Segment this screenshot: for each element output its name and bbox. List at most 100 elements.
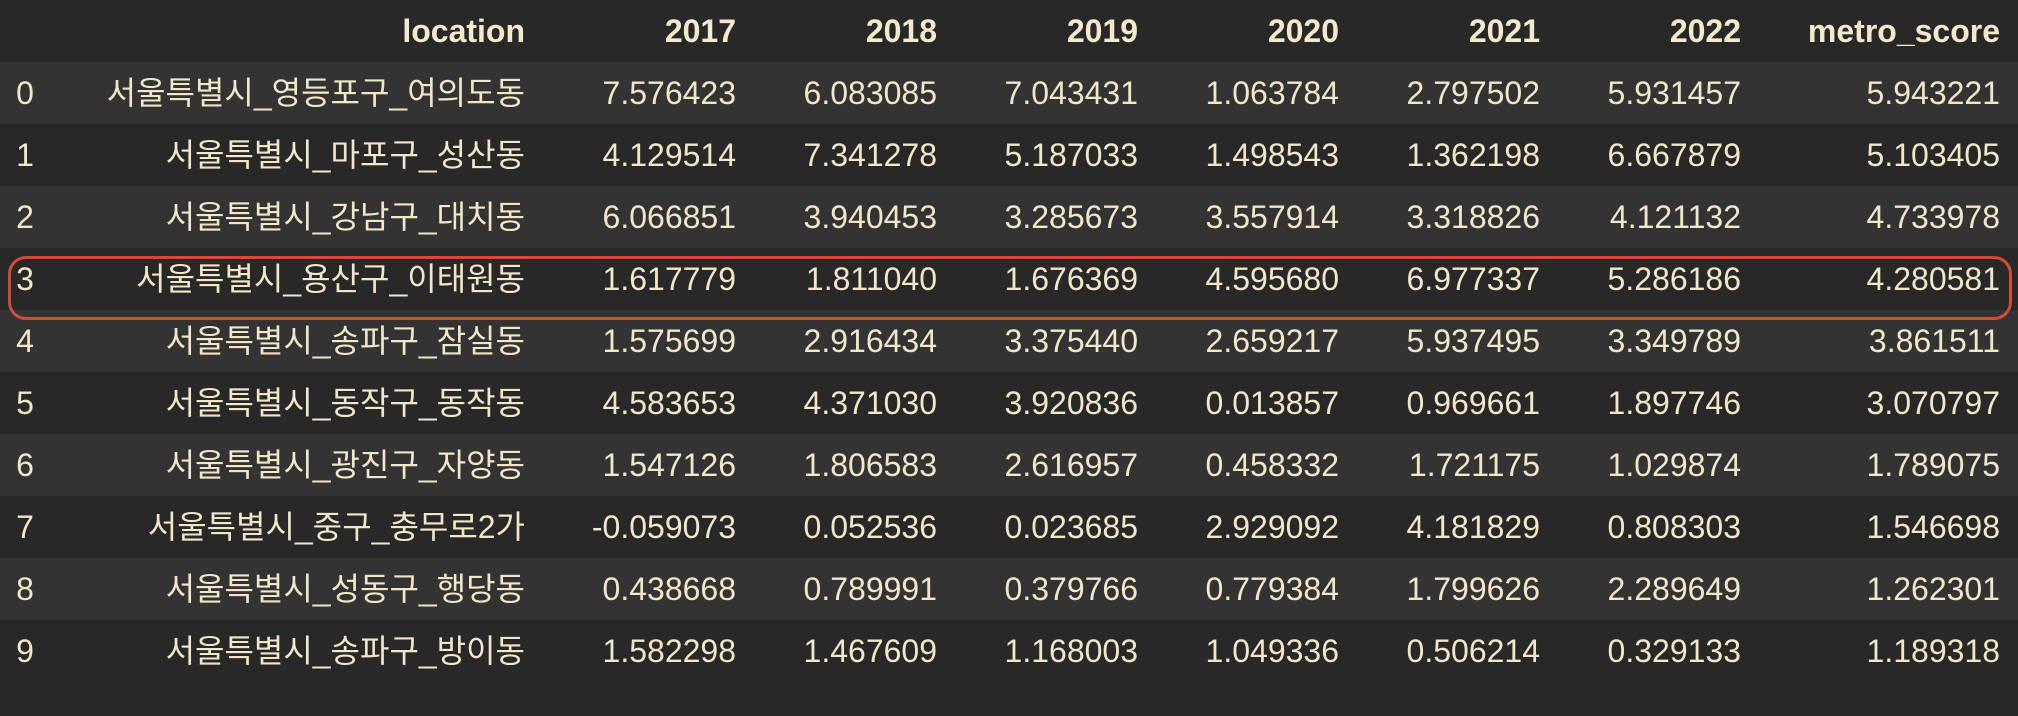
cell-2018: 0.052536 xyxy=(803,509,937,545)
cell-2017: -0.059073 xyxy=(591,509,736,545)
cell-2022: 6.667879 xyxy=(1607,137,1741,173)
cell-2020: 2.929092 xyxy=(1205,509,1339,545)
cell-2022: 0.808303 xyxy=(1607,509,1741,545)
cell-2021: 6.977337 xyxy=(1406,261,1540,297)
cell-2020: 0.013857 xyxy=(1205,385,1339,421)
cell-metro-score: 3.861511 xyxy=(1868,323,2000,359)
cell-metro-score: 1.789075 xyxy=(1866,447,2000,483)
cell-metro-score: 5.943221 xyxy=(1866,75,2000,111)
header-2017: 2017 xyxy=(664,13,736,49)
cell-2020: 1.063784 xyxy=(1205,75,1339,111)
cell-2019: 2.616957 xyxy=(1004,447,1138,483)
table-row-highlighted: 3 서울특별시_용산구_이태원동 1.617779 1.811040 1.676… xyxy=(0,248,2018,310)
cell-metro-score: 1.189318 xyxy=(1866,633,2000,669)
cell-2019: 5.187033 xyxy=(1004,137,1138,173)
cell-2021: 5.937495 xyxy=(1406,323,1540,359)
cell-metro-score: 1.546698 xyxy=(1866,509,2000,545)
cell-2017: 1.582298 xyxy=(602,633,736,669)
cell-metro-score: 5.103405 xyxy=(1866,137,2000,173)
cell-2022: 2.289649 xyxy=(1607,571,1741,607)
row-index: 1 xyxy=(16,137,34,173)
cell-2017: 4.583653 xyxy=(602,385,736,421)
header-2021: 2021 xyxy=(1468,13,1540,49)
cell-2021: 0.969661 xyxy=(1406,385,1540,421)
row-index: 5 xyxy=(16,385,34,421)
cell-location: 서울특별시_강남구_대치동 xyxy=(165,199,525,235)
dataframe-table: location 2017 2018 2019 2020 2021 2022 m… xyxy=(0,0,2018,682)
cell-2017: 1.617779 xyxy=(602,261,736,297)
cell-2017: 1.547126 xyxy=(602,447,736,483)
header-metro-score: metro_score xyxy=(1807,13,2000,49)
cell-2022: 0.329133 xyxy=(1607,633,1741,669)
cell-2020: 3.557914 xyxy=(1205,199,1339,235)
table-row: 6 서울특별시_광진구_자양동 1.547126 1.806583 2.6169… xyxy=(0,434,2018,496)
row-index: 6 xyxy=(16,447,34,483)
cell-2018: 1.806583 xyxy=(803,447,937,483)
cell-metro-score: 4.280581 xyxy=(1866,261,2000,297)
table-row: 0 서울특별시_영등포구_여의도동 7.576423 6.083085 7.04… xyxy=(0,62,2018,124)
table-header: location 2017 2018 2019 2020 2021 2022 m… xyxy=(0,0,2018,62)
cell-location: 서울특별시_성동구_행당동 xyxy=(165,571,525,607)
cell-2020: 0.458332 xyxy=(1205,447,1339,483)
cell-2018: 0.789991 xyxy=(803,571,937,607)
cell-2020: 1.498543 xyxy=(1205,137,1339,173)
cell-location: 서울특별시_영등포구_여의도동 xyxy=(106,75,525,111)
cell-2022: 4.121132 xyxy=(1609,199,1741,235)
table-row: 8 서울특별시_성동구_행당동 0.438668 0.789991 0.3797… xyxy=(0,558,2018,620)
cell-2020: 4.595680 xyxy=(1205,261,1339,297)
cell-2019: 7.043431 xyxy=(1004,75,1138,111)
cell-2021: 3.318826 xyxy=(1406,199,1540,235)
cell-metro-score: 1.262301 xyxy=(1866,571,2000,607)
cell-2018: 1.811040 xyxy=(805,261,937,297)
header-location: location xyxy=(402,13,525,49)
cell-2017: 1.575699 xyxy=(602,323,736,359)
cell-2018: 2.916434 xyxy=(803,323,937,359)
table-row: 1 서울특별시_마포구_성산동 4.129514 7.341278 5.1870… xyxy=(0,124,2018,186)
header-index xyxy=(0,0,58,62)
cell-2019: 1.168003 xyxy=(1004,633,1138,669)
cell-2018: 6.083085 xyxy=(803,75,937,111)
cell-location: 서울특별시_중구_충무로2가 xyxy=(147,509,525,545)
cell-location: 서울특별시_송파구_잠실동 xyxy=(165,323,525,359)
cell-2022: 3.349789 xyxy=(1607,323,1741,359)
cell-metro-score: 3.070797 xyxy=(1866,385,2000,421)
cell-2017: 7.576423 xyxy=(602,75,736,111)
header-2022: 2022 xyxy=(1669,13,1741,49)
cell-2019: 3.375440 xyxy=(1004,323,1138,359)
cell-location: 서울특별시_마포구_성산동 xyxy=(165,137,525,173)
cell-2022: 1.029874 xyxy=(1607,447,1741,483)
cell-2021: 1.362198 xyxy=(1406,137,1540,173)
cell-location: 서울특별시_용산구_이태원동 xyxy=(136,261,525,297)
cell-2018: 4.371030 xyxy=(803,385,937,421)
cell-2019: 3.285673 xyxy=(1004,199,1138,235)
table-body: 0 서울특별시_영등포구_여의도동 7.576423 6.083085 7.04… xyxy=(0,62,2018,682)
cell-2019: 1.676369 xyxy=(1004,261,1138,297)
cell-location: 서울특별시_동작구_동작동 xyxy=(165,385,525,421)
cell-2019: 0.379766 xyxy=(1004,571,1138,607)
cell-2019: 0.023685 xyxy=(1004,509,1138,545)
cell-2017: 6.066851 xyxy=(602,199,736,235)
cell-2017: 4.129514 xyxy=(602,137,736,173)
row-index: 8 xyxy=(16,571,34,607)
cell-2018: 1.467609 xyxy=(803,633,937,669)
cell-2021: 0.506214 xyxy=(1406,633,1540,669)
cell-2020: 2.659217 xyxy=(1205,323,1339,359)
cell-metro-score: 4.733978 xyxy=(1866,199,2000,235)
cell-2018: 7.341278 xyxy=(803,137,937,173)
row-index: 3 xyxy=(16,261,34,297)
header-2019: 2019 xyxy=(1066,13,1138,49)
row-index: 2 xyxy=(16,199,34,235)
cell-location: 서울특별시_광진구_자양동 xyxy=(165,447,525,483)
cell-2017: 0.438668 xyxy=(602,571,736,607)
row-index: 0 xyxy=(16,75,34,111)
cell-2022: 5.286186 xyxy=(1607,261,1741,297)
cell-2018: 3.940453 xyxy=(803,199,937,235)
table-row: 9 서울특별시_송파구_방이동 1.582298 1.467609 1.1680… xyxy=(0,620,2018,682)
table-row: 2 서울특별시_강남구_대치동 6.066851 3.940453 3.2856… xyxy=(0,186,2018,248)
cell-2019: 3.920836 xyxy=(1004,385,1138,421)
cell-location: 서울특별시_송파구_방이동 xyxy=(165,633,525,669)
row-index: 9 xyxy=(16,633,34,669)
header-2018: 2018 xyxy=(865,13,937,49)
cell-2022: 1.897746 xyxy=(1607,385,1741,421)
